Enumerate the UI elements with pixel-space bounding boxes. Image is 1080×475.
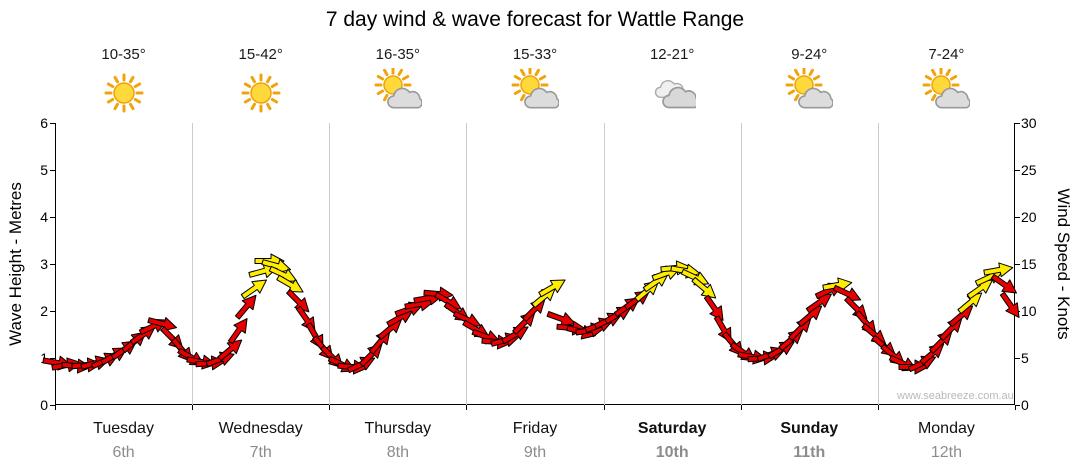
- wave-height-tick-label: 6: [40, 115, 48, 131]
- axis-tick: [466, 405, 468, 410]
- weather-icon-partly-cloudy: [511, 68, 559, 116]
- axis-tick: [50, 170, 55, 171]
- axis-tick: [50, 358, 55, 359]
- wind-speed-tick-label: 15: [1021, 256, 1037, 272]
- wind-arrow-icon: [261, 254, 294, 277]
- weather-icon-partly-cloudy: [922, 68, 971, 116]
- axis-tick: [1015, 405, 1020, 406]
- wave-height-tick-label: 3: [40, 256, 48, 272]
- wind-arrow-icon: [831, 281, 865, 308]
- grid-line: [877, 123, 879, 405]
- day-name-label: Saturday: [637, 420, 707, 437]
- axis-tick: [329, 405, 331, 410]
- temp-range-label: 9-24°: [791, 46, 828, 63]
- wave-height-tick-label: 4: [40, 209, 48, 225]
- wind-speed-tick-label: 10: [1021, 303, 1037, 319]
- wind-arrow-icon: [546, 306, 580, 331]
- wind-arrow-icon: [989, 270, 1023, 300]
- day-date-label: 9th: [523, 444, 547, 461]
- wind-arrow-icon: [214, 333, 247, 365]
- wind-arrow-icon: [274, 270, 308, 299]
- day-date-label: 11th: [793, 444, 826, 461]
- wind-speed-tick-label: 5: [1021, 350, 1029, 366]
- wind-arrow-icon: [536, 272, 570, 301]
- day-date-label: 8th: [386, 444, 409, 461]
- grid-line: [329, 123, 331, 405]
- grid-line: [192, 123, 194, 405]
- axis-tick: [50, 217, 55, 218]
- day-name-label: Sunday: [780, 420, 839, 437]
- day-name-label: Tuesday: [93, 420, 154, 437]
- axis-tick: [1015, 217, 1020, 218]
- wind-arrow-icon: [982, 259, 1014, 280]
- axis-tick: [603, 405, 605, 410]
- weather-icon-sunny: [100, 68, 148, 116]
- wind-arrow-icon: [822, 274, 854, 295]
- temp-range-label: 15-42°: [238, 46, 283, 63]
- axis-tick: [1015, 264, 1020, 265]
- day-name-label: Monday: [917, 420, 975, 437]
- weather-icon-sunny: [237, 68, 285, 116]
- wind-speed-tick-label: 0: [1021, 397, 1029, 413]
- axis-tick: [192, 405, 194, 410]
- wind-arrow-icon: [996, 289, 1026, 323]
- weather-icon-cloudy: [648, 68, 697, 116]
- axis-tick: [55, 405, 56, 410]
- temp-range-label: 7-24°: [928, 46, 965, 63]
- axis-tick: [1015, 123, 1020, 124]
- temp-range-label: 12-21°: [649, 46, 695, 63]
- grid-line: [603, 123, 605, 405]
- grid-line: [466, 123, 468, 405]
- wind-arrow-icon: [224, 313, 254, 347]
- axis-tick: [1015, 358, 1020, 359]
- axis-tick: [50, 264, 55, 265]
- wind-arrow-icon: [803, 286, 837, 316]
- axis-tick: [50, 123, 55, 124]
- temp-range-label: 10-35°: [101, 46, 146, 63]
- wave-height-tick-label: 0: [40, 397, 48, 413]
- wind-speed-tick-label: 20: [1021, 209, 1037, 225]
- day-date-label: 7th: [249, 444, 272, 461]
- day-date-label: 10th: [655, 444, 689, 461]
- wind-speed-axis-label: Wind Speed - Knots: [1054, 188, 1073, 340]
- axis-tick: [877, 405, 879, 410]
- wind-arrow-icon: [964, 273, 998, 303]
- weather-icon-partly-cloudy: [374, 68, 422, 116]
- wave-height-tick-label: 5: [40, 162, 48, 178]
- axis-tick: [50, 311, 55, 312]
- axis-tick: [1015, 405, 1016, 410]
- axis-tick: [740, 405, 742, 410]
- day-date-label: 12th: [930, 444, 962, 461]
- grid-line: [740, 123, 742, 405]
- watermark: www.seabreeze.com.au: [897, 390, 1014, 402]
- day-name-label: Wednesday: [218, 420, 303, 437]
- wind-speed-tick-label: 30: [1021, 115, 1037, 131]
- wind-speed-tick-label: 25: [1021, 162, 1037, 178]
- wind-arrow-icon: [147, 313, 180, 336]
- day-name-label: Thursday: [364, 420, 432, 437]
- temp-range-label: 15-33°: [512, 46, 558, 63]
- axis-tick: [1015, 170, 1020, 171]
- temp-range-label: 16-35°: [375, 46, 421, 63]
- day-date-label: 6th: [112, 444, 135, 461]
- wind-arrow-icon: [238, 272, 272, 302]
- wave-height-tick-label: 2: [40, 303, 48, 319]
- page-title: 7 day wind & wave forecast for Wattle Ra…: [325, 8, 745, 31]
- plot-area: [55, 123, 1015, 405]
- day-name-label: Friday: [512, 420, 558, 437]
- wind-arrow-icon: [231, 290, 263, 323]
- axis-tick: [50, 405, 55, 406]
- weather-icon-partly-cloudy: [785, 68, 834, 116]
